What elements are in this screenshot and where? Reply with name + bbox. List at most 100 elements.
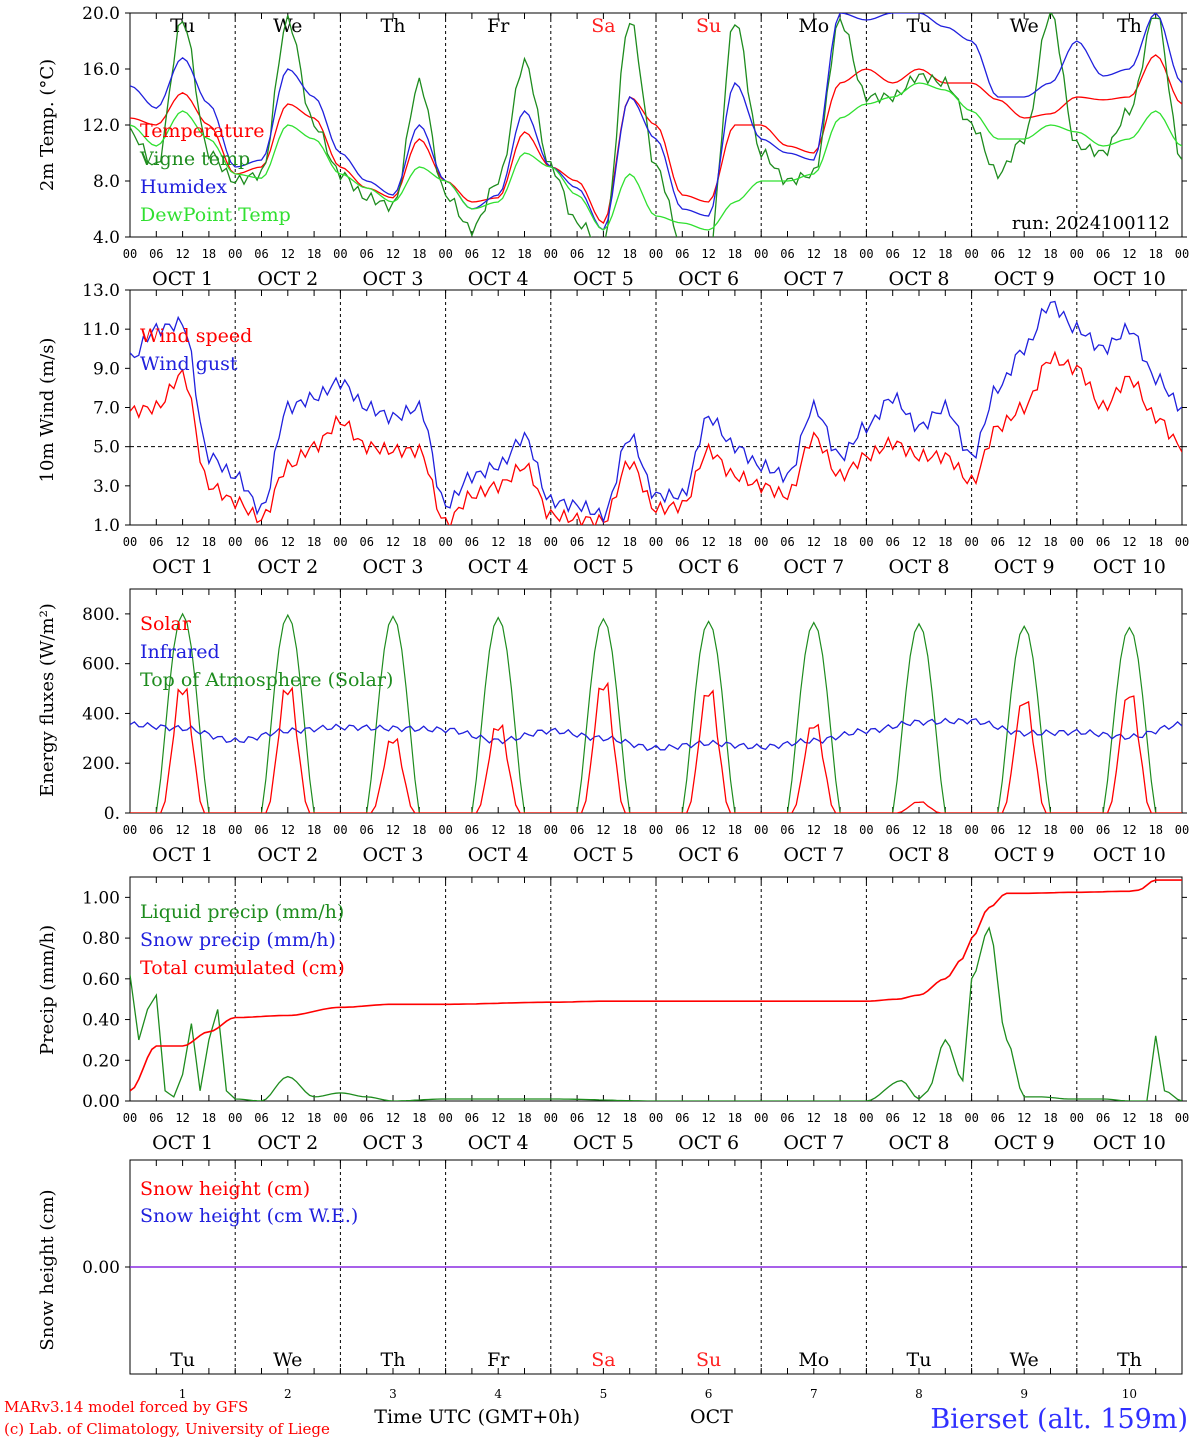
hour-tick-label: 12 — [807, 1111, 821, 1125]
hour-tick-label: 06 — [1096, 1111, 1110, 1125]
hour-tick-label: 06 — [885, 1111, 899, 1125]
hour-tick-label: 12 — [1017, 535, 1031, 549]
date-label: OCT 6 — [678, 844, 739, 866]
date-label: OCT 8 — [889, 268, 950, 290]
hour-tick-label: 12 — [1122, 247, 1136, 261]
hour-tick-label: 00 — [123, 535, 137, 549]
hour-tick-label: 18 — [307, 535, 321, 549]
hour-tick-label: 06 — [359, 535, 373, 549]
hour-tick-label: 00 — [859, 535, 873, 549]
hour-tick-label: 06 — [149, 823, 163, 837]
date-label: OCT 4 — [468, 556, 529, 578]
hour-tick-label: 00 — [964, 1111, 978, 1125]
hour-tick-label: 00 — [123, 247, 137, 261]
hour-tick-label: 12 — [491, 247, 505, 261]
y-tick-label: 200. — [82, 754, 120, 774]
hour-tick-label: 06 — [675, 535, 689, 549]
date-label: OCT 6 — [678, 556, 739, 578]
hour-tick-label: 00 — [754, 823, 768, 837]
date-label: OCT 8 — [889, 844, 950, 866]
hour-tick-label: 06 — [780, 535, 794, 549]
credit-line-2: (c) Lab. of Climatology, University of L… — [4, 1420, 330, 1438]
hour-tick-label: 06 — [149, 535, 163, 549]
day-number: 1 — [179, 1387, 187, 1401]
date-label: OCT 7 — [783, 556, 844, 578]
meteogram-panels: 4.08.012.016.020.02m Temp. (°C)00 06 12 18O… — [37, 4, 1189, 1401]
hour-tick-label: 12 — [491, 535, 505, 549]
weekday-label: Tu — [907, 1349, 932, 1371]
bottom-day-numbers: 1 2 3 4 5 6 7 8 9 10 — [179, 1387, 1137, 1401]
hour-tick-label: 00 — [228, 535, 242, 549]
date-label: OCT 3 — [363, 844, 424, 866]
hour-tick-label: 06 — [254, 823, 268, 837]
hour-tick-label: 12 — [912, 823, 926, 837]
day-number: 5 — [600, 1387, 608, 1401]
hour-tick-label: 06 — [991, 535, 1005, 549]
y-tick-label: 0.00 — [82, 1258, 120, 1278]
hour-tick-label: 12 — [491, 1111, 505, 1125]
y-tick-label: 0.00 — [82, 1092, 120, 1112]
y-tick-label: 7.0 — [93, 399, 120, 419]
hour-tick-label: 06 — [991, 1111, 1005, 1125]
date-label: OCT 7 — [783, 844, 844, 866]
hour-tick-label: 18 — [1043, 1111, 1057, 1125]
hour-tick-label: 12 — [596, 535, 610, 549]
weekday-label: Tu — [907, 15, 932, 37]
day-number: 8 — [915, 1387, 923, 1401]
series-line-3 — [130, 82, 1182, 231]
hour-tick-label: 12 — [807, 247, 821, 261]
date-label: OCT 9 — [994, 1132, 1055, 1154]
hour-tick-label: 18 — [1043, 247, 1057, 261]
hour-tick-label: 06 — [991, 247, 1005, 261]
y-axis-label: Energy fluxes (W/m²) — [37, 603, 58, 797]
weekday-label: Sa — [591, 1349, 615, 1371]
weekday-label: Sa — [591, 15, 615, 37]
hour-tick-label: 00 — [123, 1111, 137, 1125]
hour-tick-label: 12 — [281, 535, 295, 549]
run-label: run: 2024100112 — [1012, 213, 1170, 234]
series-line-infrared — [130, 717, 1182, 752]
date-label: OCT 6 — [678, 1132, 739, 1154]
weekday-label: Mo — [798, 1349, 829, 1371]
hour-tick-label: 00 — [438, 1111, 452, 1125]
y-tick-label: 1.0 — [93, 516, 120, 536]
legend-entry: Liquid precip (mm/h) — [140, 901, 344, 923]
date-label: OCT 1 — [152, 1132, 213, 1154]
y-tick-label: 11.0 — [82, 320, 120, 340]
date-label: OCT 9 — [994, 556, 1055, 578]
y-tick-label: 800. — [82, 605, 120, 625]
hour-tick-label: 18 — [728, 535, 742, 549]
hour-tick-label: 18 — [517, 823, 531, 837]
hour-tick-label: 12 — [175, 535, 189, 549]
hour-tick-label: 18 — [622, 535, 636, 549]
hour-tick-label: 18 — [833, 823, 847, 837]
hour-tick-label: 18 — [938, 823, 952, 837]
series-line-1 — [130, 300, 1182, 524]
weekday-label: Th — [381, 15, 406, 37]
hour-tick-label: 18 — [728, 1111, 742, 1125]
hour-tick-label: 00 — [964, 823, 978, 837]
date-label: OCT 10 — [1093, 844, 1166, 866]
hour-tick-label: 06 — [570, 823, 584, 837]
hour-tick-label: 12 — [386, 1111, 400, 1125]
hour-tick-label: 06 — [675, 1111, 689, 1125]
station-label: Bierset (alt. 159m) — [930, 1404, 1188, 1435]
date-label: OCT 10 — [1093, 556, 1166, 578]
y-tick-label: 4.0 — [93, 228, 120, 248]
series-line-solar — [130, 681, 1182, 813]
date-label: OCT 6 — [678, 268, 739, 290]
panel-frame — [129, 588, 1183, 814]
hour-tick-label: 00 — [438, 823, 452, 837]
hour-tick-label: 06 — [1096, 247, 1110, 261]
hour-tick-label: 06 — [570, 1111, 584, 1125]
weekday-label: Mo — [798, 15, 829, 37]
weekday-label: Tu — [170, 1349, 195, 1371]
legend-entry: Humidex — [140, 176, 227, 198]
hour-tick-label: 06 — [465, 535, 479, 549]
date-label: OCT 9 — [994, 268, 1055, 290]
hour-tick-label: 18 — [833, 535, 847, 549]
y-axis-label: Snow height (cm) — [37, 1189, 58, 1350]
hour-tick-label: 00 — [1175, 823, 1189, 837]
hour-tick-label: 06 — [570, 535, 584, 549]
hour-tick-label: 12 — [1122, 823, 1136, 837]
